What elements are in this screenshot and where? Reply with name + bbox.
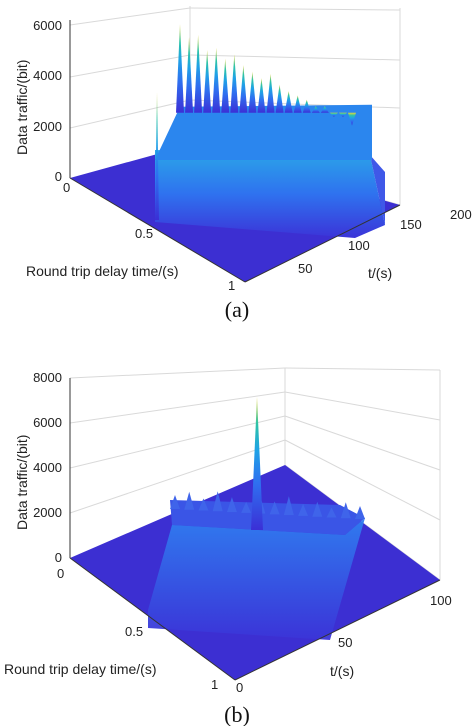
chart-a-zlabel: Data traffic/(bit) <box>14 60 30 155</box>
chart-a-ytick-0: 0 <box>63 180 70 195</box>
chart-b-ztick-4000: 4000 <box>33 460 62 475</box>
chart-b-xlabel: t/(s) <box>330 663 354 679</box>
chart-b-ylabel: Round trip delay time/(s) <box>4 661 157 677</box>
chart-b-ztick-8000: 8000 <box>33 370 62 385</box>
chart-a-ztick-6000: 6000 <box>33 18 62 33</box>
chart-a-ridges <box>155 24 372 160</box>
chart-b-plateau-front <box>148 518 365 640</box>
chart-b-bump <box>340 502 351 519</box>
chart-b-spike <box>251 397 263 530</box>
chart-a-base-band <box>155 104 372 160</box>
chart-a-ridge <box>185 37 194 113</box>
chart-a-ridge <box>176 24 184 113</box>
chart-b-xtick-0: 0 <box>236 680 243 695</box>
chart-b-bump <box>326 507 337 518</box>
chart-a-ridge <box>266 73 275 113</box>
chart-a-ridge <box>329 112 338 117</box>
chart-a-ridge <box>230 54 239 113</box>
chart-a-ylabel: Round trip delay time/(s) <box>26 263 179 279</box>
chart-b-bump <box>298 503 309 516</box>
chart-b-ztick-2000: 2000 <box>33 505 62 520</box>
chart-b-bump <box>170 495 180 509</box>
chart-b-bump <box>212 491 223 512</box>
chart-a-ztick-2000: 2000 <box>33 119 62 134</box>
chart-b-caption: (b) <box>224 702 250 726</box>
chart-a: 0 2000 4000 6000 0 0.5 1 50 100 150 200 … <box>14 6 472 322</box>
chart-a-ztick-0: 0 <box>55 169 62 184</box>
chart-a-xtick-200: 200 <box>450 207 472 222</box>
chart-b: 0 2000 4000 6000 8000 0 0.5 1 0 50 100 D… <box>4 367 452 726</box>
chart-a-ridge <box>302 99 311 113</box>
chart-a-xlabel: t/(s) <box>368 265 392 281</box>
chart-a-xtick-50: 50 <box>298 261 312 276</box>
chart-a-start-spike <box>155 92 159 220</box>
chart-a-ridge <box>311 106 320 113</box>
chart-b-bump <box>269 501 280 515</box>
chart-a-ridge <box>257 78 266 113</box>
chart-a-xtick-150: 150 <box>400 217 422 232</box>
chart-a-ridge <box>293 95 302 113</box>
chart-a-ztick-4000: 4000 <box>33 68 62 83</box>
chart-b-bump <box>355 506 365 519</box>
chart-a-ridge <box>320 106 329 113</box>
chart-b-ztick-0: 0 <box>55 550 62 565</box>
chart-b-ytick-1: 1 <box>211 677 218 692</box>
chart-b-ytick-0.5: 0.5 <box>125 624 143 639</box>
chart-a-ridge <box>194 34 203 113</box>
chart-b-ytick-0: 0 <box>57 566 64 581</box>
chart-b-zlabel: Data traffic/(bit) <box>14 435 30 530</box>
chart-a-ridge <box>221 58 230 113</box>
chart-b-bump <box>283 496 294 516</box>
chart-b-bump <box>241 501 252 513</box>
chart-a-ridge <box>203 49 212 113</box>
chart-a-ridge <box>248 71 257 113</box>
chart-a-caption: (a) <box>225 297 249 322</box>
chart-b-xtick-50: 50 <box>338 635 352 650</box>
chart-a-side-wall <box>370 155 385 225</box>
chart-b-axes <box>69 378 441 681</box>
chart-a-ridge <box>275 84 284 113</box>
chart-a-ridge <box>212 47 221 113</box>
chart-a-front-wall <box>155 150 385 238</box>
chart-a-ytick-1: 1 <box>228 278 235 293</box>
chart-b-bump <box>312 501 323 517</box>
chart-a-ridge <box>338 112 347 118</box>
chart-a-xtick-100: 100 <box>348 238 370 253</box>
chart-a-ridge <box>348 112 356 126</box>
chart-a-ridge <box>284 91 293 113</box>
chart-a-ytick-0.5: 0.5 <box>135 226 153 241</box>
chart-b-bump <box>226 497 237 513</box>
chart-b-ztick-6000: 6000 <box>33 415 62 430</box>
chart-a-axes <box>69 20 401 283</box>
chart-b-bump <box>198 498 209 511</box>
chart-a-ridge <box>239 65 248 113</box>
chart-b-xtick-100: 100 <box>430 593 452 608</box>
chart-b-bump <box>184 491 195 510</box>
